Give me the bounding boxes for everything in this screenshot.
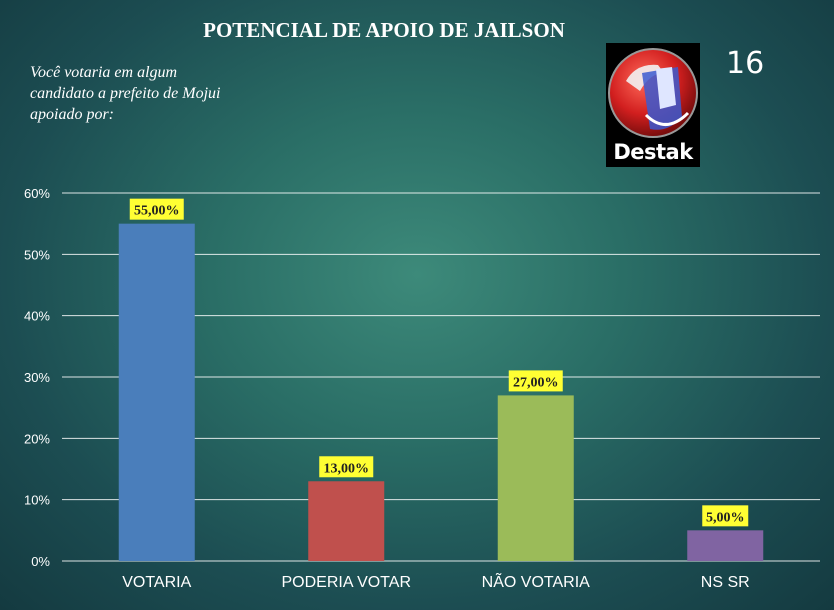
logo-emblem-icon [608,48,698,138]
page-number: 16 [726,46,765,81]
bar [497,395,574,561]
y-tick-label: 30% [24,370,50,385]
question-line: candidato a prefeito de Mojui [30,85,221,102]
y-tick-label: 20% [24,431,50,446]
chart-title: POTENCIAL DE APOIO DE JAILSON [203,18,565,42]
category-label: NÃO VOTARIA [482,571,590,591]
data-label: 55,00% [134,204,180,219]
y-tick-label: 40% [24,309,50,324]
question-line: apoiado por: [30,106,114,123]
category-label: NS SR [701,574,750,591]
category-label: PODERIA VOTAR [281,574,411,591]
data-label-bg [702,505,749,527]
y-tick-label: 60% [24,186,50,201]
question-text: Você votaria em algum candidato a prefei… [30,62,330,125]
y-tick-label: 50% [24,247,50,262]
logo-text: Destak [613,140,693,164]
data-label: 27,00% [513,375,559,390]
data-label-bg [319,456,374,478]
data-label-bg [129,198,184,220]
category-label: VOTARIA [122,574,191,591]
bar [308,481,385,561]
data-label-bg [508,370,563,392]
y-tick-label: 0% [31,554,50,569]
data-label: 13,00% [324,461,370,476]
y-tick-label: 10% [24,493,50,508]
data-label: 5,00% [706,510,745,525]
bar [687,530,764,561]
bar [118,223,195,561]
question-line: Você votaria em algum [30,64,178,81]
destak-logo: Destak [606,43,700,167]
